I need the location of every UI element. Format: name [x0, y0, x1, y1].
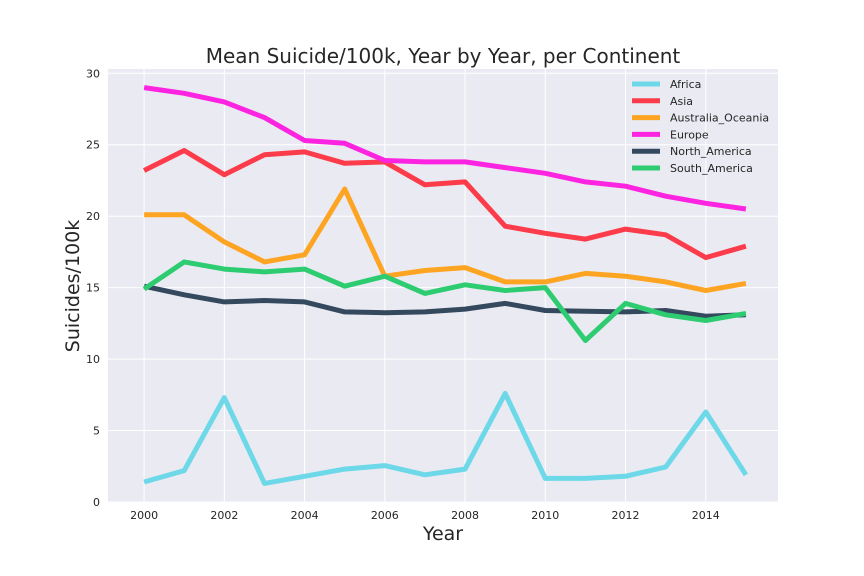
- series-line-south-america: [142, 259, 747, 343]
- x-tick-label: 2012: [612, 509, 640, 522]
- y-tick-label: 30: [86, 67, 100, 80]
- series-line-asia: [142, 148, 747, 261]
- legend: Africa Asia Australia_Oceania Europe North_A…: [632, 78, 769, 175]
- y-tick-label: 25: [86, 139, 100, 152]
- series-line-europe: [143, 85, 747, 212]
- x-axis-label: Year: [422, 523, 463, 545]
- y-tick-label: 5: [93, 425, 100, 438]
- series-line-australia-oceania: [144, 186, 747, 293]
- x-tick-label: 2002: [210, 509, 238, 522]
- legend-label-africa: Africa: [670, 78, 701, 91]
- series-lines: [142, 85, 749, 486]
- plot-background: [108, 69, 778, 502]
- legend-label-australia-oceania: Australia_Oceania: [670, 112, 769, 125]
- x-tick-label: 2010: [531, 509, 559, 522]
- x-tick-label: 2014: [692, 509, 720, 522]
- x-tick-labels: 2000 2002 2004 2006 2008 2010 2012 2014: [130, 509, 720, 522]
- series-line-africa: [143, 390, 749, 486]
- x-tick-label: 2008: [451, 509, 479, 522]
- y-tick-label: 20: [86, 210, 100, 223]
- legend-label-europe: Europe: [670, 128, 709, 141]
- x-tick-label: 2006: [371, 509, 399, 522]
- x-tick-label: 2004: [291, 509, 319, 522]
- y-tick-label: 10: [86, 353, 100, 366]
- legend-label-asia: Asia: [670, 95, 693, 108]
- legend-label-south-america: South_America: [670, 162, 753, 175]
- legend-label-north-america: North_America: [670, 145, 752, 158]
- y-tick-label: 0: [93, 496, 100, 509]
- y-tick-label: 15: [86, 282, 100, 295]
- x-tick-label: 2000: [130, 509, 158, 522]
- y-tick-labels: 0 5 10 15 20 25 30: [86, 67, 100, 509]
- y-axis-label: Suicides/100k: [62, 220, 84, 352]
- chart-title: Mean Suicide/100k, Year by Year, per Con…: [206, 44, 681, 68]
